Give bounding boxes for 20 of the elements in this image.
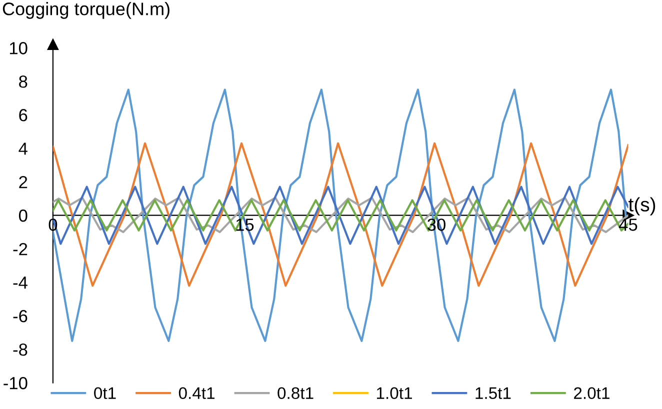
- y-tick-label: -4: [13, 276, 28, 289]
- legend-label: 1.0t1: [376, 387, 412, 400]
- y-tick-label: -10: [4, 376, 28, 390]
- y-tick-label: -8: [13, 343, 28, 356]
- legend-label: 2.0t1: [574, 387, 610, 400]
- x-axis-title: t(s): [628, 197, 656, 216]
- y-tick-label: 10: [10, 42, 28, 54]
- y-axis-title: Cogging torque(N.m): [2, 2, 170, 19]
- y-tick-label: -2: [13, 243, 28, 256]
- legend-label: 0.4t1: [178, 387, 215, 400]
- y-tick-label: 8: [19, 76, 28, 88]
- x-tick-label: 45: [618, 218, 638, 231]
- y-tick-label: 2: [19, 176, 28, 188]
- legend-label: 0.8t1: [278, 387, 314, 400]
- legend-label: 1.5t1: [476, 387, 511, 400]
- legend-label: 0t1: [94, 387, 116, 400]
- y-tick-label: -6: [13, 310, 28, 322]
- y-tick-label: 0: [18, 210, 28, 222]
- y-tick-label: 4: [18, 142, 28, 155]
- y-tick-label: 6: [19, 109, 28, 122]
